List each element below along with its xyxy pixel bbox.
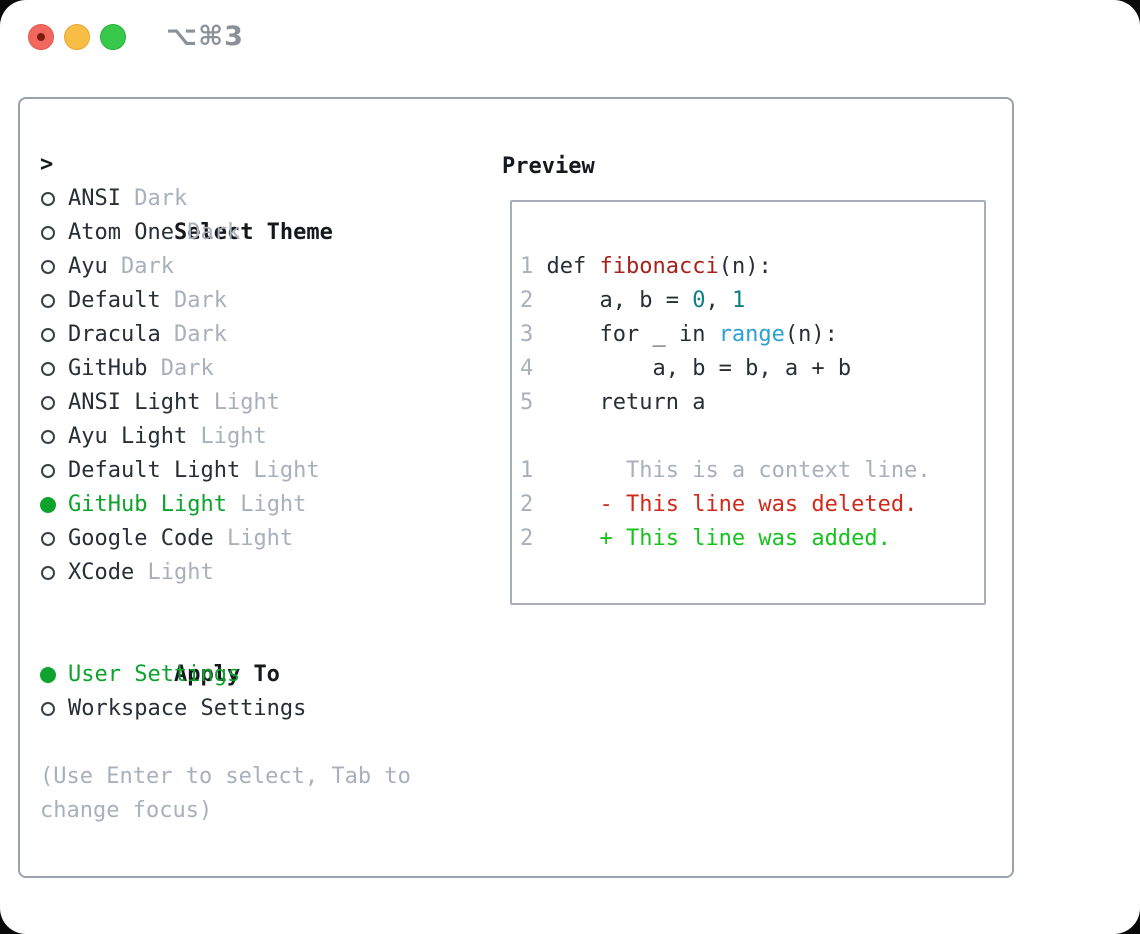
theme-option-ansi[interactable]: ANSI Dark [40, 182, 480, 216]
option-label: User Settings [68, 662, 241, 687]
theme-variant-tag: Dark [173, 220, 241, 245]
radio-selected-icon [40, 658, 68, 692]
option-label: Default Dark [68, 288, 227, 313]
option-label: GitHub Dark [68, 356, 214, 381]
code-line: 2 + This line was added. [520, 526, 891, 551]
theme-variant-tag: Dark [160, 288, 227, 313]
titlebar: ⌥⌘3 [0, 0, 1140, 74]
theme-list: ANSI Dark Atom One Dark Ayu Dark Default Da… [40, 182, 480, 590]
option-label: Ayu Dark [68, 254, 174, 279]
line-number: 2 [520, 526, 547, 551]
code-line: 2 - This line was deleted. [520, 492, 918, 517]
theme-option-google-code[interactable]: Google Code Light [40, 522, 480, 556]
theme-option-github-light[interactable]: GitHub Light Light [40, 488, 480, 522]
apply-to-header-row: Apply To [40, 624, 480, 687]
option-label: ANSI Light Light [68, 390, 280, 415]
code-line: 5 return a [520, 390, 706, 415]
radio-icon [40, 386, 68, 420]
code-line: 2 a, b = 0, 1 [520, 288, 746, 313]
focus-caret-icon: > [40, 152, 54, 177]
theme-option-ayu[interactable]: Ayu Dark [40, 250, 480, 284]
theme-option-github[interactable]: GitHub Dark [40, 352, 480, 386]
theme-option-dracula[interactable]: Dracula Dark [40, 318, 480, 352]
line-number: 1 [520, 254, 547, 279]
theme-variant-tag: Light [213, 526, 294, 551]
minimize-button[interactable] [64, 24, 90, 50]
theme-variant-tag: Light [187, 424, 267, 449]
radio-icon [40, 250, 68, 284]
theme-variant-tag: Light [226, 492, 307, 517]
code-line: 1 def fibonacci(n): [520, 254, 772, 279]
code-line: 1 This is a context line. [520, 458, 931, 483]
radio-icon [40, 692, 68, 726]
option-label: Workspace Settings [68, 696, 307, 721]
theme-option-ansi-light[interactable]: ANSI Light Light [40, 386, 480, 420]
theme-option-xcode[interactable]: XCode Light [40, 556, 480, 590]
theme-variant-tag: Dark [147, 356, 214, 381]
option-label: Default Light Light [68, 458, 320, 483]
select-theme-header-row: > Select Theme [40, 148, 480, 245]
radio-icon [40, 318, 68, 352]
help-text: (Use Enter to select, Tab to change focu… [40, 764, 411, 823]
radio-icon [40, 420, 68, 454]
line-number: 2 [520, 288, 547, 313]
option-label: Dracula Dark [68, 322, 227, 347]
apply-to-list: User Settings Workspace Settings [40, 658, 480, 726]
select-theme-header: Select Theme [173, 220, 333, 245]
window-title: ⌥⌘3 [166, 21, 244, 52]
option-label: XCode Light [68, 560, 214, 585]
line-number: 5 [520, 390, 547, 415]
code-line: 4 a, b = b, a + b [520, 356, 852, 381]
code-preview-box: 1 def fibonacci(n): 2 a, b = 0, 1 3 for _ … [510, 200, 986, 605]
code-preview: 1 def fibonacci(n): 2 a, b = 0, 1 3 for _ … [512, 202, 984, 556]
theme-option-default-light[interactable]: Default Light Light [40, 454, 480, 488]
option-label: Google Code Light [68, 526, 294, 551]
apply-option-user-settings[interactable]: User Settings [40, 658, 480, 692]
theme-variant-tag: Dark [107, 254, 174, 279]
line-number: 2 [520, 492, 547, 517]
option-label: ANSI Dark [68, 186, 188, 211]
theme-variant-tag: Dark [160, 322, 227, 347]
unsaved-dot-icon [37, 33, 45, 41]
line-number: 3 [520, 322, 547, 347]
theme-picker-panel: > Select Theme ANSI Dark Atom One Dark Ayu… [18, 97, 1014, 878]
maximize-button[interactable] [100, 24, 126, 50]
radio-icon [40, 182, 68, 216]
code-line [520, 420, 984, 454]
theme-option-atom-one[interactable]: Atom One Dark [40, 216, 480, 250]
option-label: GitHub Light Light [68, 492, 307, 517]
theme-variant-tag: Light [200, 390, 280, 415]
spacer [40, 590, 480, 624]
option-label: Ayu Light Light [68, 424, 267, 449]
radio-icon [40, 284, 68, 318]
code-line: 3 for _ in range(n): [520, 322, 838, 347]
radio-icon [40, 216, 68, 250]
radio-icon [40, 454, 68, 488]
theme-variant-tag: Light [134, 560, 214, 585]
theme-option-ayu-light[interactable]: Ayu Light Light [40, 420, 480, 454]
spacer [40, 726, 480, 760]
radio-selected-icon [40, 488, 68, 522]
theme-list-column: > Select Theme ANSI Dark Atom One Dark Ayu… [40, 148, 480, 828]
radio-icon [40, 522, 68, 556]
radio-icon [40, 556, 68, 590]
theme-variant-tag: Dark [120, 186, 188, 211]
option-label: Atom One Dark [68, 220, 241, 245]
apply-to-header: Apply To [173, 662, 280, 687]
theme-variant-tag: Light [240, 458, 320, 483]
theme-option-default[interactable]: Default Dark [40, 284, 480, 318]
preview-title: Preview [502, 154, 595, 179]
radio-icon [40, 352, 68, 386]
close-button[interactable] [28, 24, 54, 50]
apply-option-workspace-settings[interactable]: Workspace Settings [40, 692, 480, 726]
line-number: 4 [520, 356, 547, 381]
line-number: 1 [520, 458, 547, 483]
